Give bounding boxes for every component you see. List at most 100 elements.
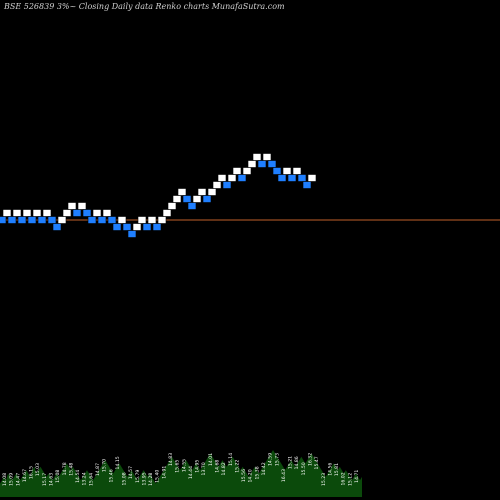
renko-brick-down	[202, 195, 212, 203]
price-label: 14.67	[22, 469, 28, 482]
price-label: 15.08	[55, 470, 61, 483]
price-label: 14.28	[148, 473, 154, 486]
price-label: 15.08	[122, 472, 128, 485]
renko-brick-down	[302, 181, 312, 189]
renko-brick-up	[292, 167, 302, 175]
price-label: 14.59	[268, 453, 274, 466]
price-label: 15.56	[241, 469, 247, 482]
price-label: 15.73	[274, 453, 280, 466]
renko-brick-down	[297, 174, 307, 182]
price-label: 14.71	[354, 470, 360, 483]
renko-brick-down	[7, 216, 17, 224]
price-label: 14.86	[294, 456, 300, 469]
renko-brick-up	[227, 174, 237, 182]
price-label: 15.23	[321, 473, 327, 486]
renko-brick-up	[32, 209, 42, 217]
price-label: 15.48	[68, 463, 74, 476]
renko-brick-up	[192, 195, 202, 203]
price-label: 14.55	[181, 459, 187, 472]
renko-brick-up	[77, 202, 87, 210]
price-label: 16.43	[281, 469, 287, 482]
renko-brick-up	[242, 167, 252, 175]
price-label: 14.08	[2, 473, 8, 486]
volume-area-path	[0, 450, 362, 497]
renko-brick-down	[87, 216, 97, 224]
renko-brick-down	[152, 223, 162, 231]
renko-brick-up	[147, 216, 157, 224]
price-label: 15.46	[108, 469, 114, 482]
price-label: 14.54	[75, 470, 81, 483]
renko-brick-up	[12, 209, 22, 217]
price-label: 14.95	[195, 460, 201, 473]
price-label: 15.12	[347, 473, 353, 486]
renko-brick-down	[237, 174, 247, 182]
renko-brick-up	[57, 216, 67, 224]
price-label: 15.79	[135, 470, 141, 483]
price-label: 14.68	[215, 460, 221, 473]
renko-brick-down	[122, 223, 132, 231]
renko-brick-up	[307, 174, 317, 182]
price-label: 14.20	[248, 469, 254, 482]
price-label: 15.17	[42, 473, 48, 486]
price-label: 16.02	[341, 472, 347, 485]
renko-brick-up	[92, 209, 102, 217]
renko-brick-down	[287, 174, 297, 182]
renko-brick-up	[167, 202, 177, 210]
renko-brick-up	[232, 167, 242, 175]
price-label: 14.47	[15, 473, 21, 486]
price-label: 14.44	[188, 466, 194, 479]
renko-brick-down	[112, 223, 122, 231]
price-label: 15.81	[334, 463, 340, 476]
renko-brick-down	[267, 160, 277, 168]
renko-brick-down	[47, 216, 57, 224]
price-label: 14.42	[261, 462, 267, 475]
renko-brick-up	[117, 216, 127, 224]
price-label: 13.95	[141, 472, 147, 485]
renko-brick-down	[17, 216, 27, 224]
renko-brick-up	[137, 216, 147, 224]
price-label: 14.63	[48, 473, 54, 486]
price-label: 15.21	[288, 456, 294, 469]
price-label: 14.87	[95, 463, 101, 476]
renko-brick-up	[102, 209, 112, 217]
renko-brick-down	[82, 209, 92, 217]
renko-brick-up	[247, 160, 257, 168]
renko-brick-up	[217, 174, 227, 182]
price-label: 15.09	[9, 473, 15, 486]
price-label: 14.78	[62, 462, 68, 475]
renko-brick-down	[257, 160, 267, 168]
renko-brick-down	[127, 230, 137, 238]
renko-brick-up	[22, 209, 32, 217]
renko-brick-up	[262, 153, 272, 161]
price-label: 14.82	[221, 462, 227, 475]
renko-brick-up	[132, 223, 142, 231]
price-label: 13.70	[201, 462, 207, 475]
renko-brick-up	[62, 209, 72, 217]
renko-brick-down	[107, 216, 117, 224]
price-label: 15.14	[228, 453, 234, 466]
renko-brick-down	[277, 174, 287, 182]
renko-brick-up	[212, 181, 222, 189]
price-label: 15.70	[102, 459, 108, 472]
renko-brick-down	[27, 216, 37, 224]
renko-brick-down	[97, 216, 107, 224]
renko-brick-down	[272, 167, 282, 175]
renko-brick-up	[2, 209, 12, 217]
renko-brick-up	[177, 188, 187, 196]
price-label: 16.15	[29, 466, 35, 479]
renko-brick-down	[222, 181, 232, 189]
renko-brick-up	[162, 209, 172, 217]
price-label: 14.01	[208, 453, 214, 466]
price-label: 15.50	[301, 462, 307, 475]
price-label: 15.03	[35, 463, 41, 476]
price-label: 15.47	[314, 456, 320, 469]
renko-brick-up	[172, 195, 182, 203]
price-label: 14.83	[168, 453, 174, 466]
renko-brick-up	[252, 153, 262, 161]
chart-title: BSE 526839 3%~ Closing Daily data Renko …	[4, 2, 285, 11]
renko-brick-up	[207, 188, 217, 196]
price-label: 15.38	[254, 466, 260, 479]
renko-brick-up	[42, 209, 52, 217]
